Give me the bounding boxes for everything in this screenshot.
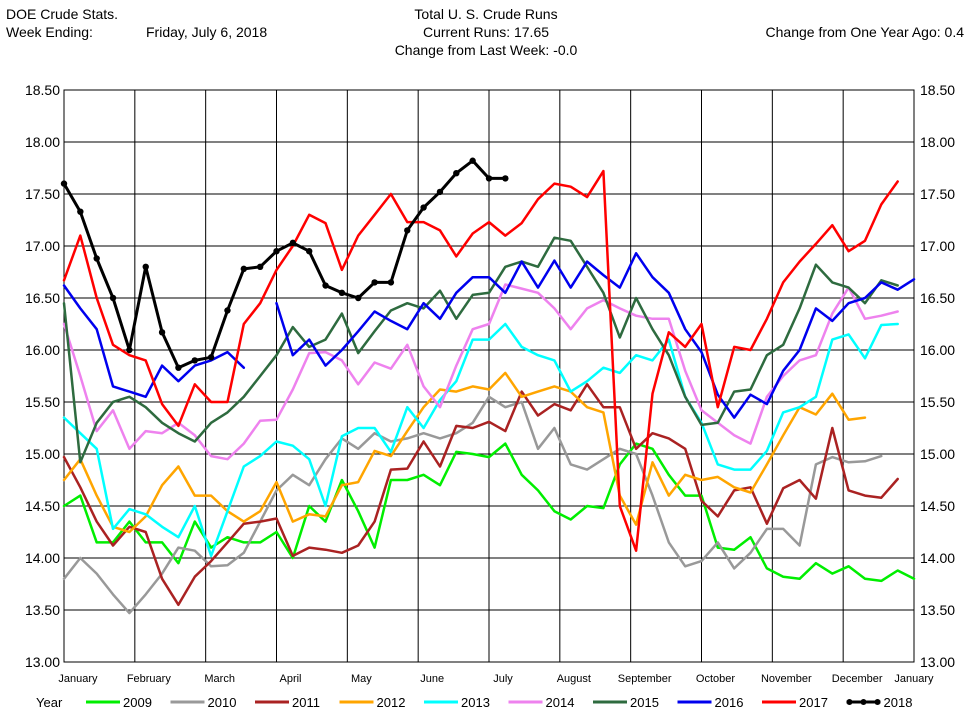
y-tick-label-right: 15.50	[920, 394, 955, 410]
legend-label-2015: 2015	[630, 695, 659, 710]
data-point-2018	[240, 265, 248, 273]
x-month-label: January	[894, 673, 934, 685]
x-month-label: June	[420, 673, 444, 685]
plot-border	[63, 89, 915, 663]
data-point-2018	[158, 329, 166, 336]
series-line-2013	[62, 322, 899, 558]
data-point-2018	[207, 354, 215, 361]
legend-marker-2018	[874, 699, 881, 705]
data-point-2018	[371, 279, 378, 286]
data-point-2018	[256, 263, 264, 270]
data-point-2018	[109, 294, 117, 302]
data-point-2018	[175, 364, 182, 371]
data-point-2018	[502, 175, 509, 182]
y-tick-label-left: 15.00	[25, 446, 60, 462]
y-tick-label-right: 13.50	[920, 602, 955, 618]
y-tick-label-right: 18.50	[920, 82, 955, 98]
x-month-label: October	[696, 673, 735, 685]
legend-label-2016: 2016	[715, 695, 744, 710]
chart-title: Total U. S. Crude Runs	[414, 6, 558, 22]
data-point-2018	[224, 307, 231, 314]
data-point-2018	[322, 282, 329, 289]
y-tick-label-right: 16.00	[920, 342, 955, 358]
data-point-2018	[338, 289, 346, 296]
change-from-last-week: Change from Last Week: -0.0	[394, 42, 578, 58]
legend-label-2009: 2009	[123, 695, 152, 710]
legend-label-2010: 2010	[208, 695, 237, 710]
series-line-2018	[62, 159, 507, 370]
y-tick-label-left: 17.50	[25, 186, 60, 202]
header-week-date: Friday, July 6, 2018	[146, 24, 268, 40]
legend-marker-2018	[846, 699, 853, 705]
data-point-2018	[126, 346, 133, 354]
legend-label-2017: 2017	[799, 695, 828, 710]
current-runs: Current Runs: 17.65	[422, 24, 550, 40]
data-point-2018	[404, 227, 411, 234]
data-point-2018	[387, 279, 395, 286]
y-tick-label-right: 13.00	[920, 654, 955, 670]
data-point-2018	[142, 263, 149, 270]
y-tick-label-right: 17.50	[920, 186, 955, 202]
x-month-label: May	[351, 673, 372, 685]
series-line-2016	[275, 252, 916, 419]
legend-label-2014: 2014	[546, 695, 575, 710]
y-tick-label-right: 17.00	[920, 238, 955, 254]
x-month-label: January	[58, 673, 98, 685]
data-point-2018	[191, 357, 198, 364]
header-week-label: Week Ending:	[6, 24, 93, 40]
data-point-2018	[420, 204, 427, 211]
data-point-2018	[305, 248, 313, 255]
y-tick-label-left: 15.50	[25, 394, 60, 410]
data-point-2018	[273, 248, 280, 255]
legend-label-2018: 2018	[884, 695, 913, 710]
y-tick-label-left: 13.50	[25, 602, 60, 618]
y-tick-label-right: 14.50	[920, 498, 955, 514]
x-month-label: December	[832, 673, 883, 685]
legend-marker-2018	[860, 699, 867, 705]
series-line-2014	[62, 283, 899, 461]
y-tick-label-left: 14.50	[25, 498, 60, 514]
legend-label-2013: 2013	[461, 695, 490, 710]
data-point-2018	[93, 255, 100, 262]
data-point-2018	[453, 170, 460, 177]
data-point-2018	[469, 157, 476, 164]
series-line-2017	[62, 169, 899, 552]
legend-label-2011: 2011	[292, 695, 320, 710]
x-month-label: February	[127, 673, 172, 685]
y-tick-label-left: 18.00	[25, 134, 60, 150]
data-point-2018	[60, 180, 68, 187]
x-month-label: April	[279, 673, 301, 685]
y-tick-label-right: 15.00	[920, 446, 955, 462]
y-tick-label-left: 13.00	[25, 654, 60, 670]
data-point-2018	[485, 175, 493, 182]
data-point-2018	[436, 188, 444, 196]
series-line-2012	[62, 371, 867, 534]
series-line-2015	[62, 236, 899, 464]
legend-title: Year	[36, 695, 63, 710]
x-month-label: November	[761, 673, 812, 685]
y-tick-label-left: 17.00	[25, 238, 60, 254]
legend-label-2012: 2012	[377, 695, 406, 710]
y-tick-label-right: 16.50	[920, 290, 955, 306]
data-point-2018	[77, 208, 84, 215]
change-from-one-year-ago: Change from One Year Ago: 0.4	[765, 24, 964, 40]
y-tick-label-right: 18.00	[920, 134, 955, 150]
x-month-label: September	[618, 673, 672, 685]
y-tick-label-left: 16.00	[25, 342, 60, 358]
header-source: DOE Crude Stats.	[6, 6, 119, 22]
data-point-2018	[355, 294, 362, 302]
y-tick-label-right: 14.00	[920, 550, 955, 566]
x-month-label: July	[493, 673, 513, 685]
y-tick-label-left: 18.50	[25, 82, 60, 98]
x-month-label: August	[557, 673, 591, 685]
series-line-2010	[62, 395, 883, 615]
data-point-2018	[289, 239, 297, 247]
x-month-label: March	[204, 673, 235, 685]
series-line-2011	[62, 383, 899, 607]
y-tick-label-left: 16.50	[25, 290, 60, 306]
y-tick-label-left: 14.00	[25, 550, 60, 566]
